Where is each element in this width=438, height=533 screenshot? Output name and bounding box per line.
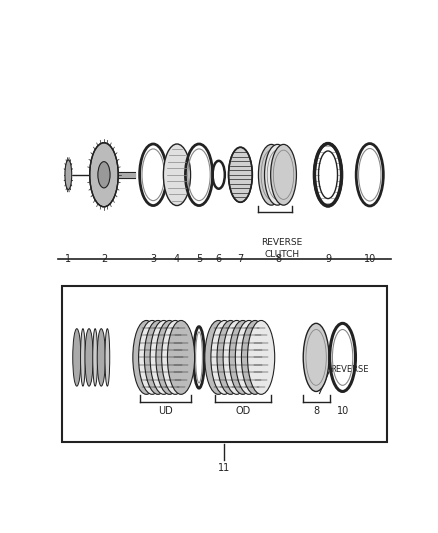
Ellipse shape xyxy=(138,320,166,394)
Text: 11: 11 xyxy=(219,463,230,473)
Ellipse shape xyxy=(247,320,275,394)
Ellipse shape xyxy=(65,160,72,190)
Ellipse shape xyxy=(73,329,81,386)
Ellipse shape xyxy=(223,320,250,394)
Ellipse shape xyxy=(167,320,194,394)
Ellipse shape xyxy=(85,329,93,386)
Ellipse shape xyxy=(162,320,189,394)
Text: 5: 5 xyxy=(196,254,202,264)
Ellipse shape xyxy=(81,329,85,386)
Text: OD: OD xyxy=(235,406,251,416)
Text: REVERSE: REVERSE xyxy=(330,365,368,374)
Ellipse shape xyxy=(258,144,284,205)
Text: 10: 10 xyxy=(364,254,376,264)
Text: 6: 6 xyxy=(215,254,222,264)
Ellipse shape xyxy=(90,143,118,207)
Ellipse shape xyxy=(229,147,252,202)
Text: 3: 3 xyxy=(150,254,156,264)
Text: 8: 8 xyxy=(313,406,319,416)
Text: 2: 2 xyxy=(101,254,107,264)
Text: 7: 7 xyxy=(237,254,244,264)
Ellipse shape xyxy=(235,320,262,394)
Ellipse shape xyxy=(156,320,183,394)
Ellipse shape xyxy=(303,324,329,391)
Ellipse shape xyxy=(150,320,177,394)
Ellipse shape xyxy=(241,320,268,394)
Ellipse shape xyxy=(229,320,256,394)
Text: 8: 8 xyxy=(275,254,281,264)
Bar xyxy=(61,286,387,441)
Ellipse shape xyxy=(105,329,110,386)
Text: REVERSE
CLUTCH: REVERSE CLUTCH xyxy=(261,238,303,259)
Ellipse shape xyxy=(265,144,290,205)
Ellipse shape xyxy=(205,320,232,394)
Ellipse shape xyxy=(211,320,238,394)
Text: 1: 1 xyxy=(65,254,71,264)
Ellipse shape xyxy=(133,320,160,394)
Ellipse shape xyxy=(163,144,191,206)
Text: 9: 9 xyxy=(325,254,331,264)
Ellipse shape xyxy=(145,320,172,394)
Ellipse shape xyxy=(217,320,244,394)
Ellipse shape xyxy=(97,329,105,386)
Text: UD: UD xyxy=(158,406,173,416)
Ellipse shape xyxy=(271,144,297,205)
Ellipse shape xyxy=(98,161,110,188)
Text: 4: 4 xyxy=(174,254,180,264)
Text: 10: 10 xyxy=(336,406,349,416)
Ellipse shape xyxy=(93,329,98,386)
